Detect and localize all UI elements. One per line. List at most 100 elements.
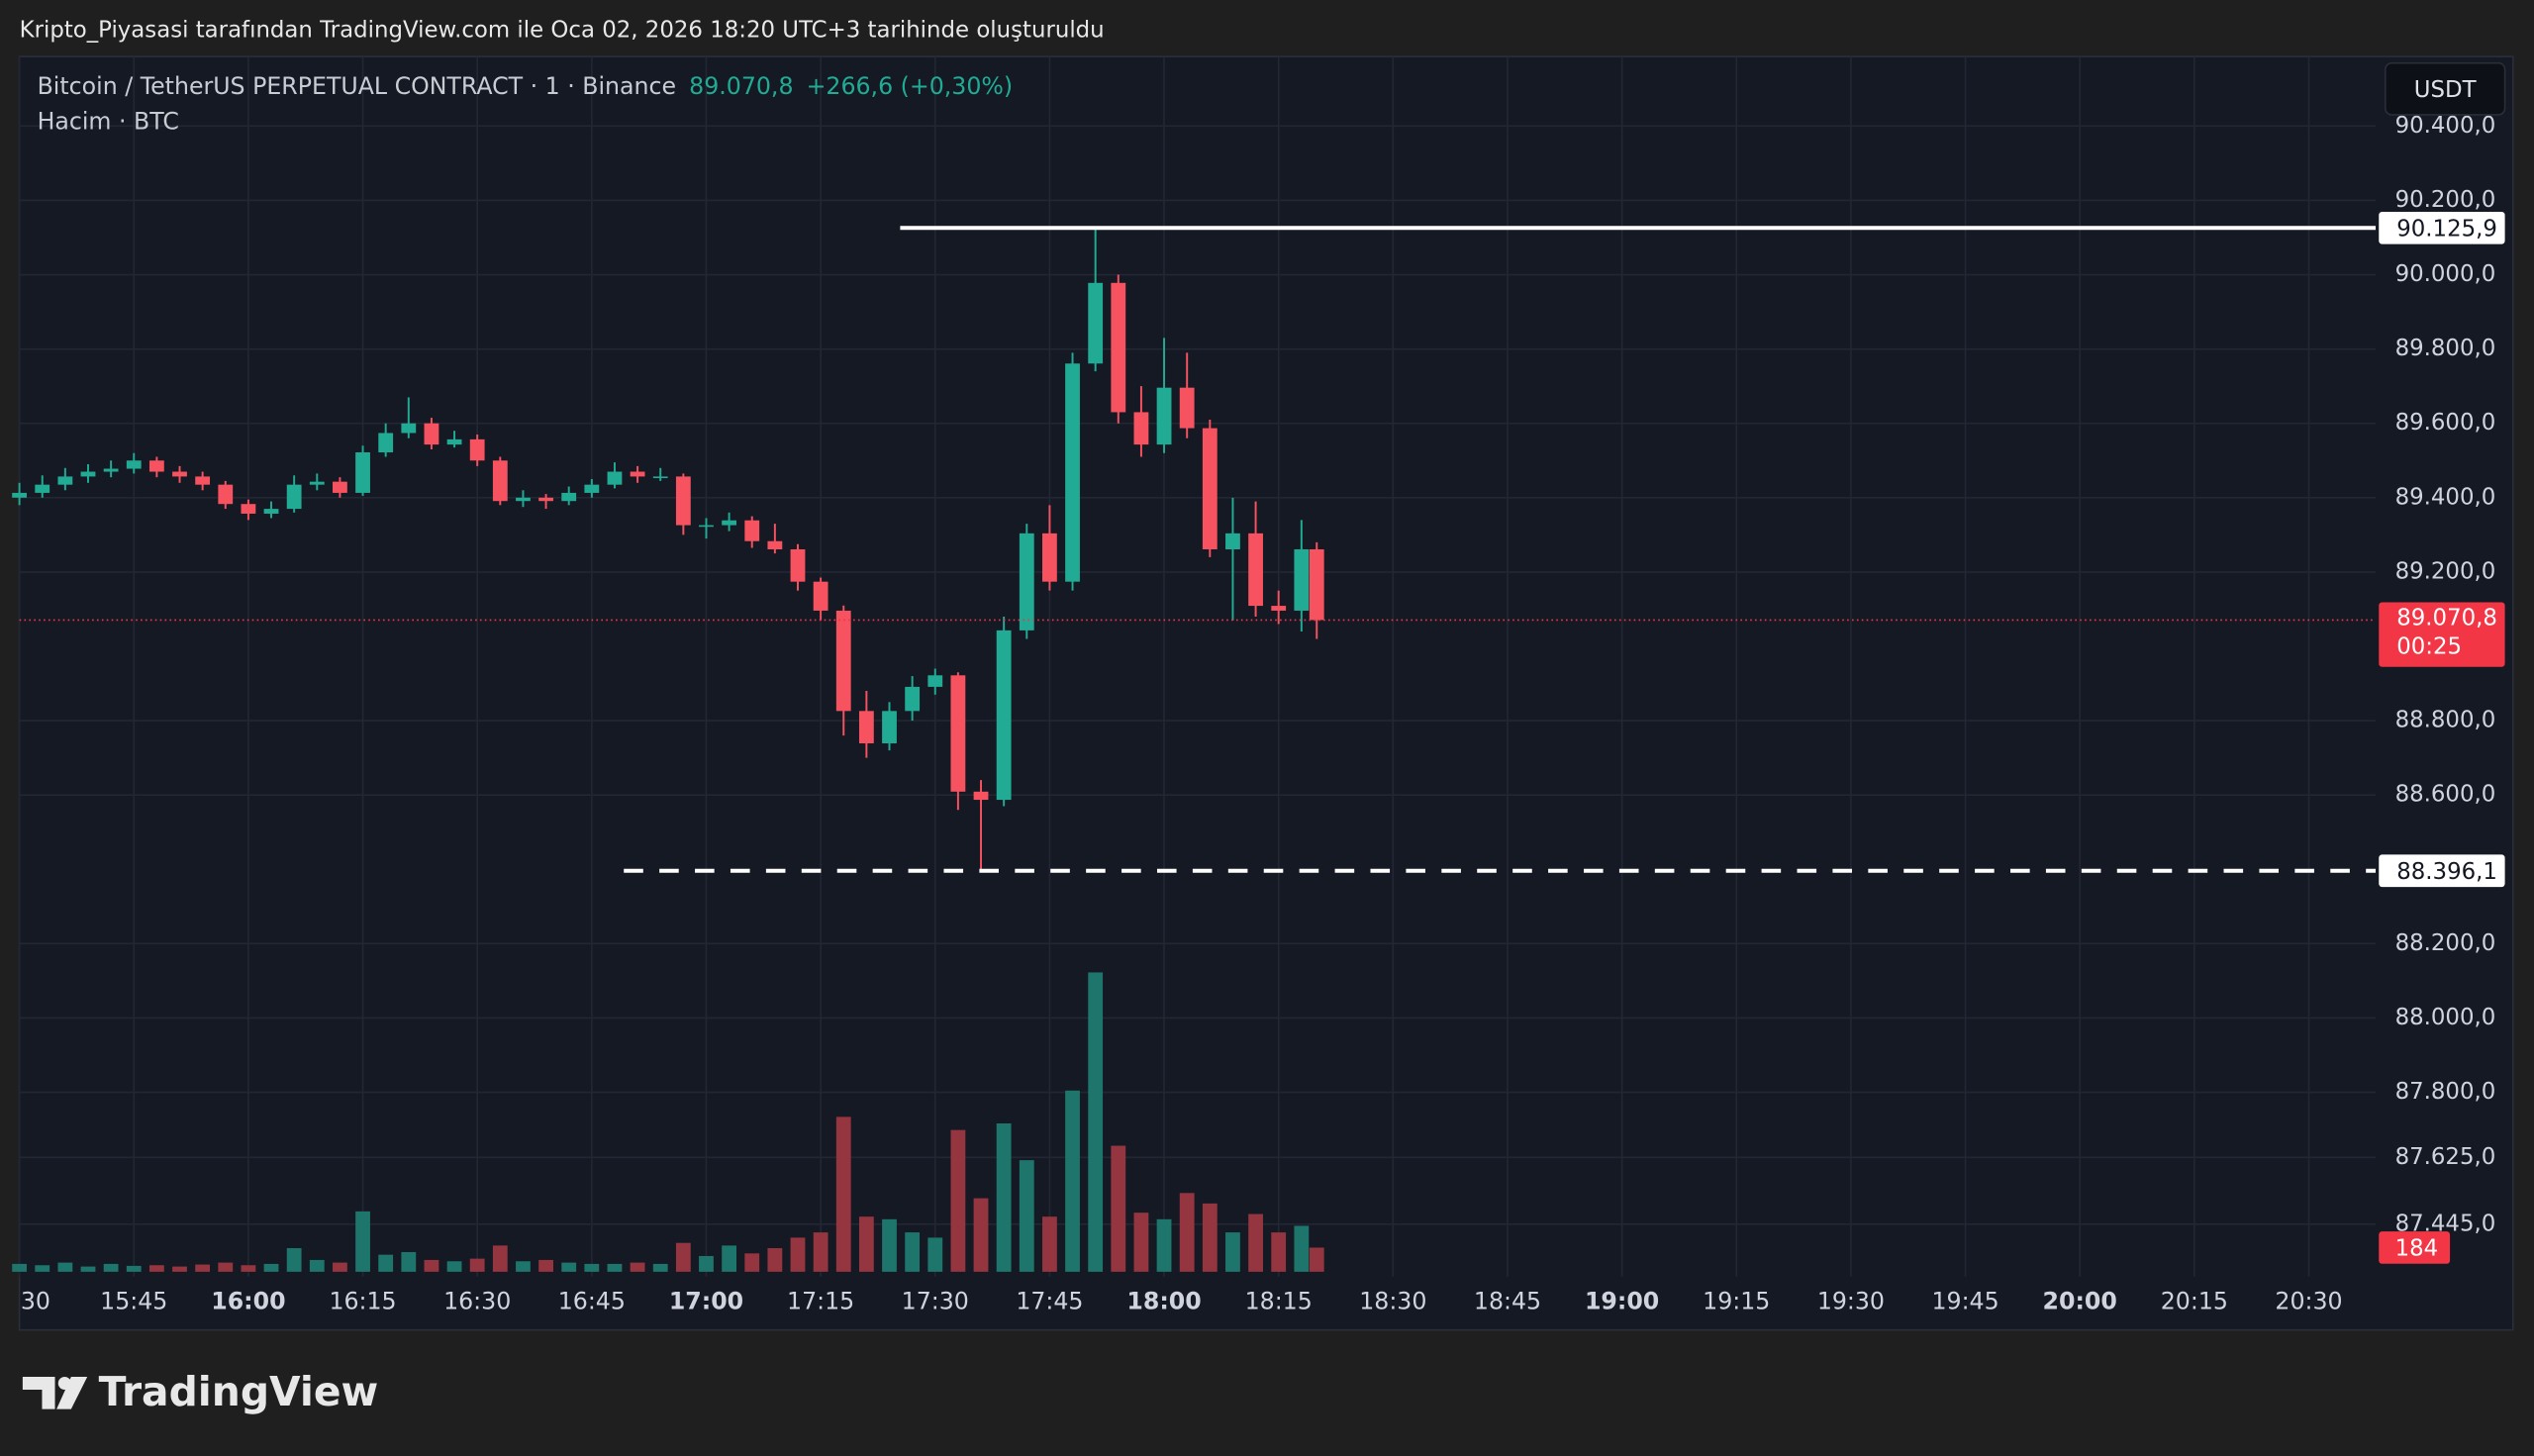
candle-body bbox=[309, 481, 325, 485]
volume-bar bbox=[927, 1237, 943, 1272]
candle-body bbox=[835, 610, 851, 712]
volume-bar bbox=[1156, 1218, 1172, 1272]
volume-bar bbox=[905, 1232, 921, 1272]
volume-bar bbox=[950, 1129, 966, 1272]
candle-body bbox=[996, 630, 1012, 801]
candle-body bbox=[584, 484, 600, 493]
change: +266,6 (+0,30%) bbox=[807, 72, 1014, 100]
candle-body bbox=[767, 540, 783, 550]
level-label: 90.125,9 bbox=[2396, 216, 2497, 242]
volume-bar bbox=[996, 1122, 1012, 1272]
candle-body bbox=[630, 471, 645, 477]
candle-body bbox=[882, 711, 897, 743]
candle-body bbox=[607, 471, 623, 485]
volume-bar bbox=[1271, 1232, 1287, 1272]
volume-bar bbox=[218, 1262, 234, 1272]
volume-bar bbox=[1202, 1203, 1218, 1272]
volume-bar bbox=[241, 1265, 256, 1272]
x-tick-label: 30 bbox=[21, 1287, 50, 1314]
level-label-box bbox=[2379, 854, 2505, 888]
volume-bar bbox=[699, 1255, 714, 1272]
volume-bar bbox=[1179, 1193, 1195, 1272]
volume-bar bbox=[561, 1262, 577, 1272]
x-tick-label: 16:15 bbox=[329, 1287, 396, 1314]
volume-bar bbox=[378, 1254, 394, 1272]
y-tick-label: 89.600,0 bbox=[2395, 410, 2496, 436]
x-tick-label: 19:45 bbox=[1931, 1287, 1998, 1314]
brand-logo: TradingView bbox=[22, 1368, 378, 1415]
x-tick-label: 16:00 bbox=[211, 1287, 285, 1314]
x-tick-label: 18:45 bbox=[1474, 1287, 1541, 1314]
y-tick-label: 87.800,0 bbox=[2395, 1079, 2496, 1105]
candle-body bbox=[333, 481, 347, 493]
candle-body bbox=[858, 711, 874, 743]
volume-bar bbox=[469, 1258, 485, 1272]
candle-body bbox=[1225, 533, 1240, 550]
volume-bar bbox=[882, 1218, 897, 1272]
y-tick-label: 88.000,0 bbox=[2395, 1005, 2496, 1030]
chart-panel bbox=[18, 55, 2514, 1331]
candle-body bbox=[1179, 387, 1195, 429]
x-tick-label: 20:30 bbox=[2275, 1287, 2342, 1314]
candle-body bbox=[516, 497, 531, 502]
candle-body bbox=[446, 438, 462, 445]
volume-bar bbox=[675, 1242, 691, 1272]
volume-bar bbox=[263, 1263, 279, 1272]
candle-body bbox=[652, 476, 668, 479]
candle-body bbox=[927, 675, 943, 687]
y-tick-label: 89.800,0 bbox=[2395, 336, 2496, 361]
candle-body bbox=[1309, 549, 1324, 621]
currency[interactable]: USDT bbox=[2414, 77, 2478, 103]
candle-body bbox=[790, 549, 806, 582]
candle-body bbox=[57, 476, 73, 485]
volume-bar bbox=[172, 1266, 187, 1272]
candle-body bbox=[950, 675, 966, 792]
candle-body bbox=[241, 504, 256, 514]
candle-body bbox=[12, 492, 28, 498]
volume-bar bbox=[35, 1265, 50, 1272]
volume-bar bbox=[126, 1265, 142, 1272]
candle-body bbox=[1088, 282, 1104, 364]
x-tick-label: 18:30 bbox=[1359, 1287, 1426, 1314]
candle-body bbox=[1133, 412, 1149, 445]
volume-bar bbox=[148, 1265, 164, 1272]
candle-body bbox=[80, 471, 96, 477]
candle-body bbox=[263, 509, 279, 514]
volume-bar bbox=[1088, 972, 1104, 1272]
volume-badge-box bbox=[2379, 1231, 2451, 1264]
volume-bar bbox=[652, 1263, 668, 1272]
candle-body bbox=[699, 525, 714, 528]
candle-body bbox=[148, 460, 164, 472]
y-tick-label: 87.625,0 bbox=[2395, 1144, 2496, 1170]
candle-body bbox=[218, 484, 234, 505]
y-tick-label: 88.800,0 bbox=[2395, 708, 2496, 733]
x-tick-label: 19:30 bbox=[1817, 1287, 1885, 1314]
chart-title: Bitcoin / TetherUS PERPETUAL CONTRACT · … bbox=[38, 72, 677, 100]
candle-body bbox=[424, 423, 439, 445]
y-tick-label: 89.200,0 bbox=[2395, 558, 2496, 584]
x-tick-label: 17:45 bbox=[1016, 1287, 1083, 1314]
candle-body bbox=[675, 476, 691, 526]
countdown: 00:25 bbox=[2396, 634, 2462, 660]
last-price: 89.070,8 bbox=[689, 72, 793, 100]
volume-bar bbox=[401, 1251, 417, 1272]
candle-body bbox=[401, 423, 417, 434]
volume-bar bbox=[492, 1245, 508, 1272]
legend: Bitcoin / TetherUS PERPETUAL CONTRACT · … bbox=[38, 72, 1014, 100]
currency-box[interactable] bbox=[2384, 61, 2506, 116]
volume-bar bbox=[1065, 1090, 1080, 1272]
x-tick-label: 18:00 bbox=[1126, 1287, 1201, 1314]
volume-bar bbox=[813, 1232, 828, 1272]
x-tick-label: 16:30 bbox=[443, 1287, 511, 1314]
volume-badge: 184 bbox=[2395, 1236, 2439, 1262]
volume-bar bbox=[286, 1248, 302, 1272]
volume-bar bbox=[1225, 1232, 1240, 1272]
volume-bar bbox=[12, 1263, 28, 1272]
volume-label: Hacim · BTC bbox=[38, 108, 179, 136]
candle-body bbox=[1294, 549, 1310, 611]
candle-body bbox=[172, 471, 187, 477]
candle-body bbox=[561, 492, 577, 502]
last-price-box bbox=[2379, 602, 2505, 667]
x-tick-label: 20:00 bbox=[2043, 1287, 2117, 1314]
candle-body bbox=[1111, 282, 1126, 413]
